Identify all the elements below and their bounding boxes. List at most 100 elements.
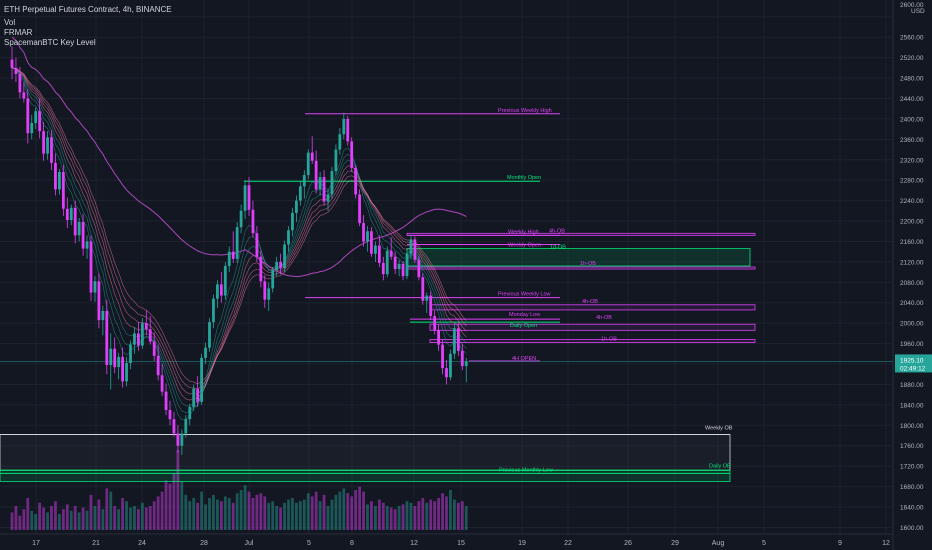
currency-label: USD — [911, 8, 925, 15]
volume-bar — [409, 502, 413, 530]
candle-body — [180, 433, 184, 446]
volume-bar — [279, 507, 282, 530]
indicator-vol[interactable]: Vol — [4, 18, 16, 27]
price-axis-tick-label: 1680.00 — [900, 484, 924, 491]
volume-bar — [65, 504, 69, 530]
key-level-labels: Previous Weekly High Monthly Open Weekly H… — [498, 108, 733, 474]
candle-body — [30, 122, 34, 134]
price-axis-tick-label: 1840.00 — [900, 402, 924, 409]
volume-bar — [235, 493, 239, 530]
candle-body — [69, 207, 73, 221]
order-block-zone — [406, 266, 756, 270]
time-axis-label: 26 — [624, 540, 632, 547]
key-level-label: Monday Low — [509, 312, 540, 318]
key-level-label: Daily OB — [709, 463, 731, 469]
volume-bar — [208, 498, 211, 530]
candle-body — [401, 263, 405, 277]
candle-body — [34, 111, 38, 123]
candle-body — [61, 172, 65, 209]
candle-body — [144, 323, 148, 330]
volume-bar — [370, 501, 373, 530]
volume-bar — [129, 507, 132, 530]
candle-body — [219, 284, 223, 296]
volume-bar — [243, 485, 247, 530]
candle-body — [38, 111, 42, 132]
time-axis-label: 19 — [518, 540, 526, 547]
volume-bar — [302, 499, 306, 530]
candle-body — [464, 361, 468, 367]
candle-body — [85, 241, 89, 249]
candle-body — [287, 230, 290, 245]
volume-bar — [247, 491, 251, 530]
volume-bar — [425, 502, 429, 530]
candle-body — [413, 239, 417, 260]
volume-bar — [437, 498, 440, 530]
candle-body — [137, 333, 140, 346]
key-level-label: Weekly High — [508, 229, 539, 235]
time-axis-label: Aug — [712, 540, 725, 547]
candle-body — [437, 330, 440, 345]
volume-bar — [456, 502, 460, 530]
candle-body — [370, 231, 373, 254]
long-ma-line — [11, 36, 467, 278]
volume-bar — [219, 501, 223, 530]
volume-bar — [445, 496, 448, 530]
volume-bar — [460, 501, 464, 530]
grid-lines — [0, 0, 893, 534]
indicator-key-level[interactable]: SpacemanBTC Key Level — [4, 38, 96, 47]
volume-bar — [227, 498, 231, 530]
volume-bar — [464, 506, 468, 530]
volume-bar — [298, 501, 302, 530]
volume-bar — [192, 498, 196, 530]
candle-body — [125, 363, 128, 382]
volume-bar — [421, 498, 425, 530]
volume-bar — [291, 498, 294, 530]
candle-body — [433, 316, 437, 331]
order-block-zones — [0, 232, 756, 482]
candle-body — [172, 419, 176, 434]
volume-bar — [263, 496, 267, 530]
candle-body — [192, 388, 196, 407]
candle-body — [148, 329, 152, 342]
volume-bar — [377, 499, 381, 530]
price-axis-tick-label: 2400.00 — [900, 116, 924, 123]
candle-body — [239, 210, 243, 228]
candle-body — [267, 288, 271, 300]
time-axis[interactable]: 17 21 24 28 Jul 5 8 12 15 19 22 26 29 Aug 5 9 12 — [32, 540, 890, 547]
volume-bar — [283, 502, 286, 530]
candle-body — [188, 406, 192, 420]
volume-bar — [196, 502, 200, 530]
time-axis-label: 21 — [92, 540, 100, 547]
volume-bar — [271, 501, 275, 530]
volume-bar — [168, 483, 172, 530]
volume-bar — [117, 509, 121, 530]
volume-bar — [362, 491, 365, 530]
candle-body — [164, 391, 168, 410]
volume-bar — [38, 502, 42, 530]
price-axis-tick-label: 2360.00 — [900, 137, 924, 144]
indicator-frmar[interactable]: FRMAR — [4, 28, 33, 37]
candle-body — [168, 409, 172, 420]
time-axis-label: 12 — [410, 540, 418, 547]
order-block-label: 1h-OB — [601, 337, 617, 343]
volume-bar — [366, 504, 369, 530]
volume-bar — [231, 502, 235, 530]
candle-body — [152, 341, 156, 356]
price-axis-tick-label: 2200.00 — [900, 219, 924, 226]
candle-body — [208, 322, 211, 348]
price-axis-tick-label: 2560.00 — [900, 35, 924, 42]
candle-body — [22, 92, 26, 99]
volume-bar — [204, 504, 207, 530]
price-axis-tick-label: 1640.00 — [900, 505, 924, 512]
candle-body — [58, 172, 61, 190]
candle-body — [117, 356, 121, 368]
candle-body — [204, 347, 207, 358]
price-axis-tick-label: 2280.00 — [900, 178, 924, 185]
candle-body — [223, 265, 227, 296]
volume-bar — [318, 501, 322, 530]
candle-body — [314, 160, 318, 190]
candle-body — [279, 261, 282, 269]
candle-body — [271, 270, 275, 289]
